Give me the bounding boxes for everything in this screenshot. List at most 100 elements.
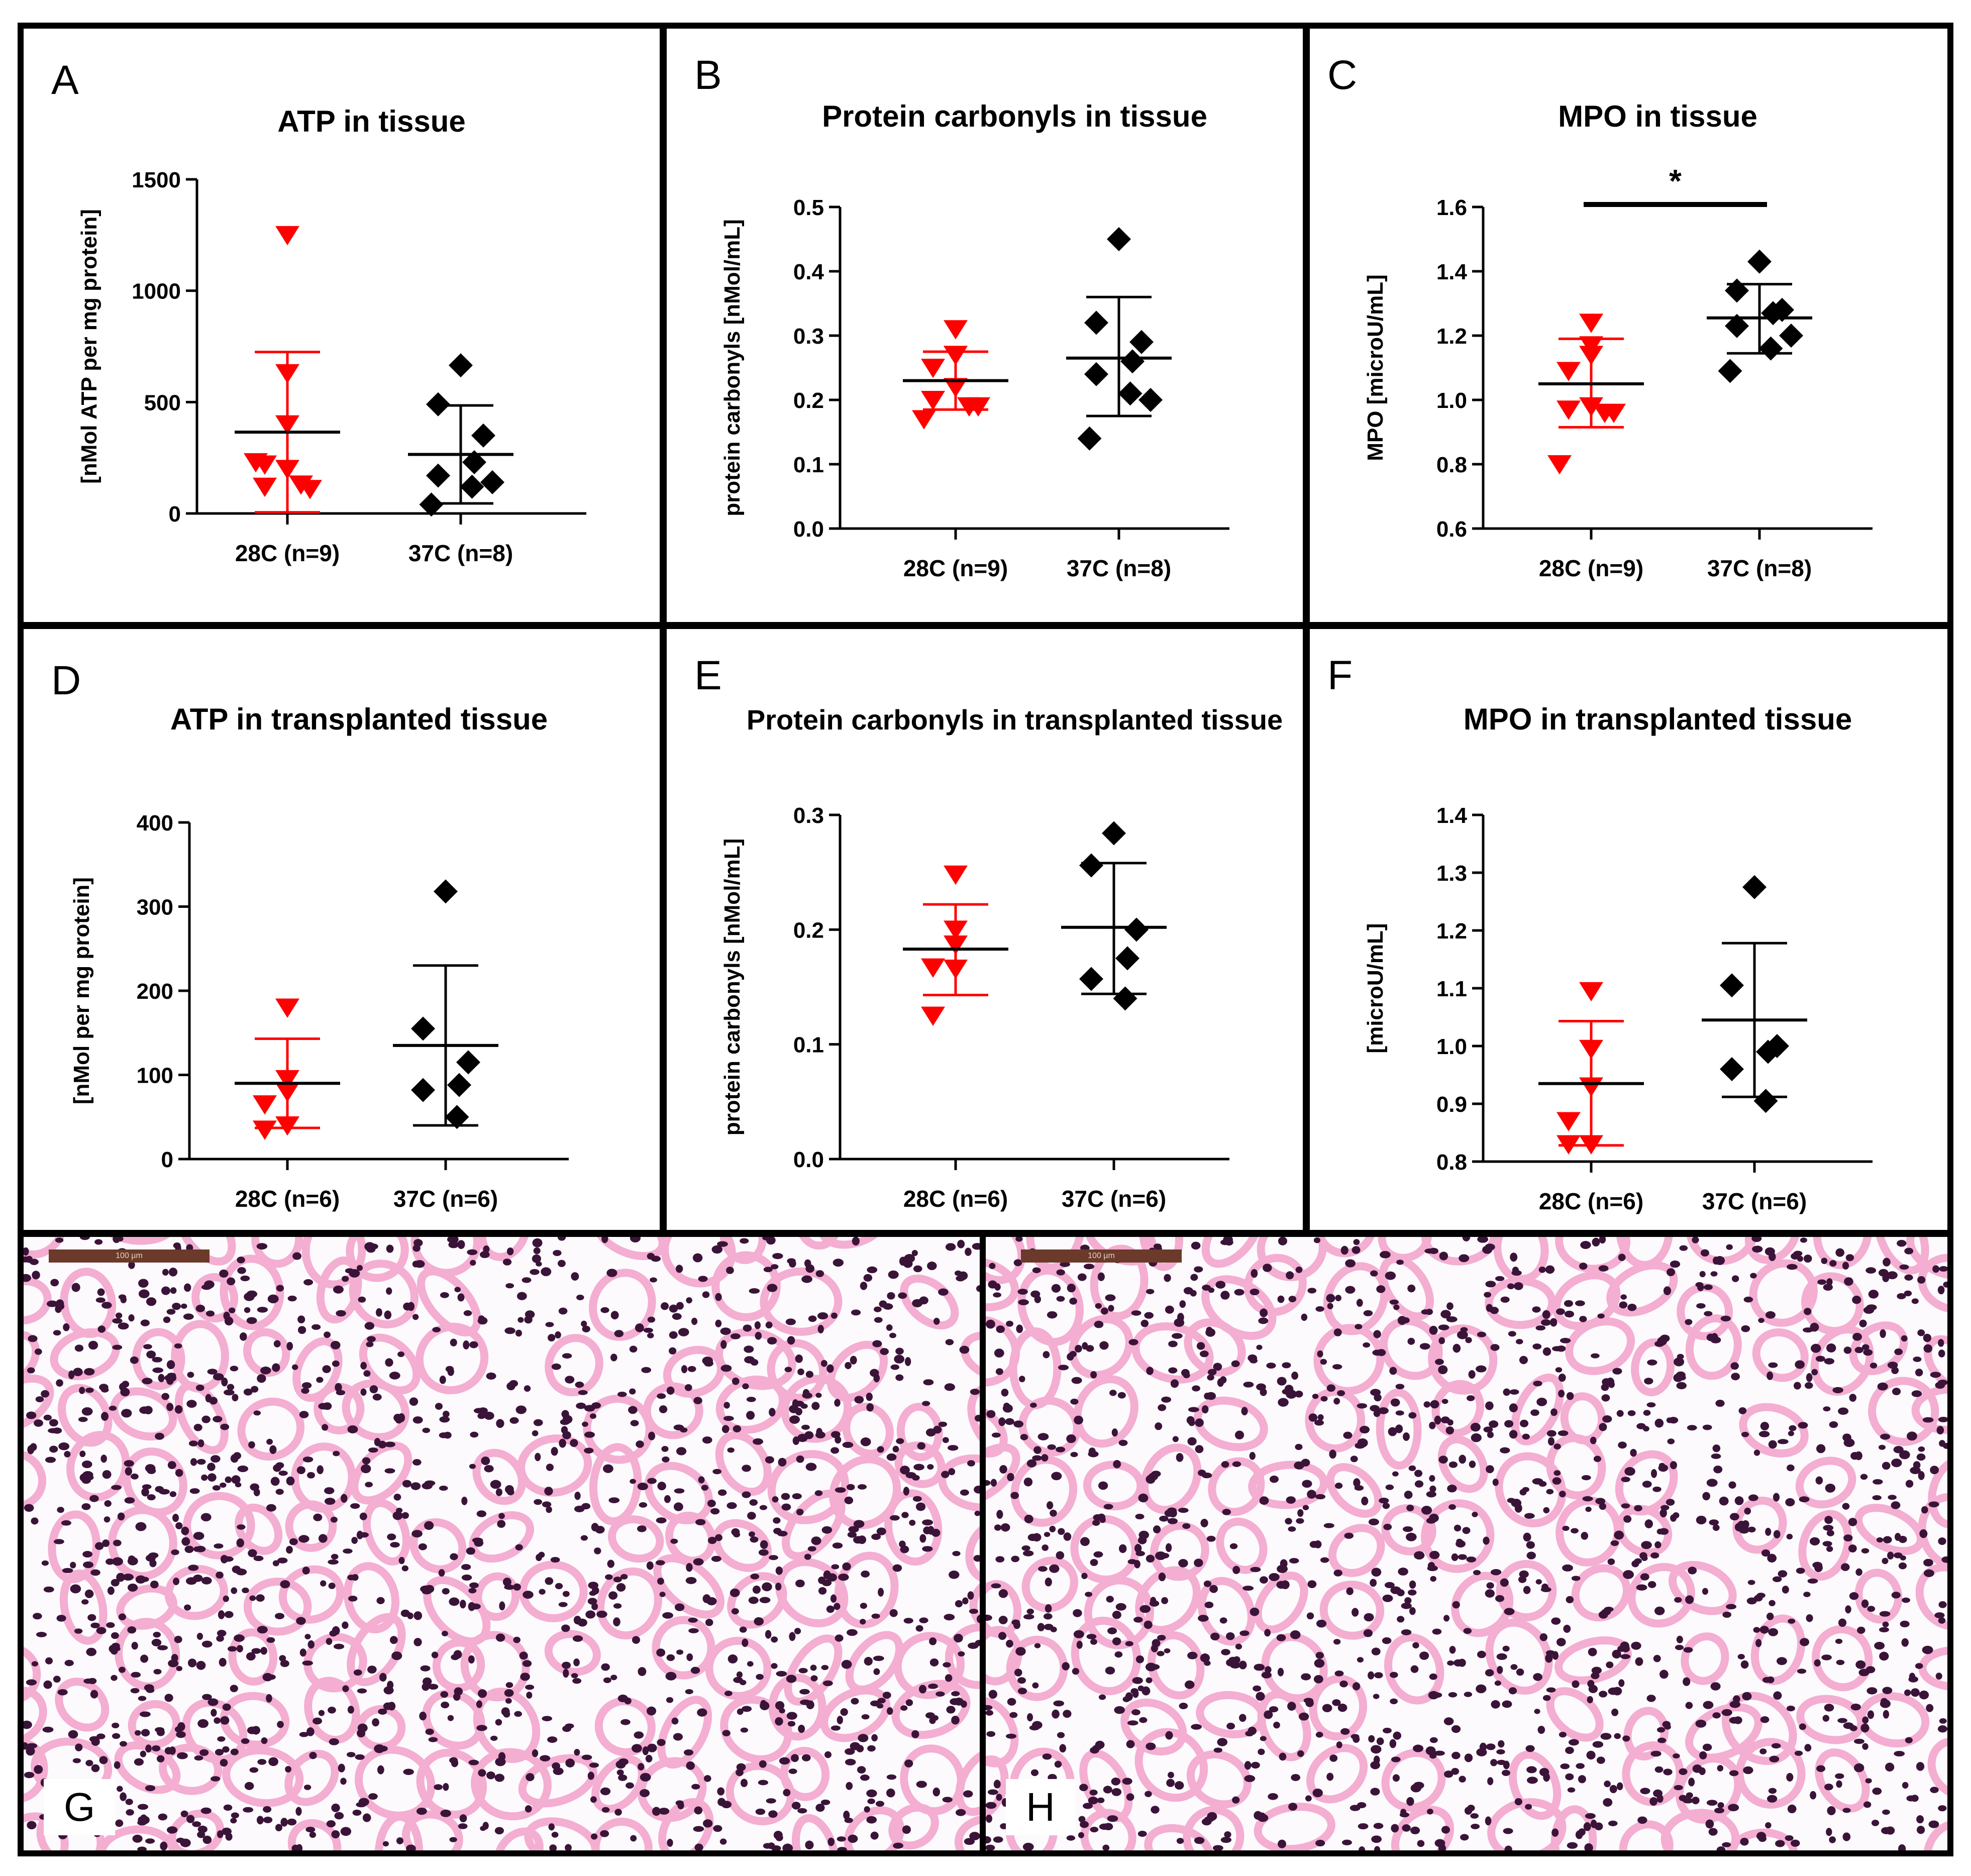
alveolus-wall — [583, 1394, 654, 1464]
nucleus — [1195, 1418, 1204, 1427]
nucleus — [873, 1655, 884, 1661]
nucleus — [647, 1332, 654, 1338]
nucleus — [1429, 1550, 1440, 1559]
nucleus — [124, 1497, 135, 1504]
alveolus-wall — [591, 1755, 646, 1813]
nucleus — [1295, 1390, 1303, 1398]
nucleus — [352, 1809, 362, 1816]
nucleus — [24, 1504, 34, 1512]
nucleus — [1551, 1828, 1559, 1837]
nucleus — [938, 1421, 948, 1427]
nucleus — [1550, 1408, 1558, 1416]
nucleus — [1158, 1404, 1167, 1411]
nucleus — [109, 1405, 117, 1411]
nucleus — [1326, 1384, 1335, 1392]
nucleus — [578, 1390, 588, 1395]
y-tick-label: 1.3 — [1436, 861, 1467, 886]
nucleus — [688, 1617, 698, 1623]
nucleus — [1259, 1576, 1268, 1584]
nucleus — [1608, 1687, 1619, 1695]
nucleus — [176, 1731, 186, 1738]
nucleus — [1191, 1241, 1201, 1250]
nucleus — [469, 1464, 476, 1469]
nucleus — [723, 1416, 734, 1421]
nucleus — [1585, 1813, 1596, 1819]
nucleus — [1051, 1284, 1061, 1293]
nucleus — [925, 1712, 935, 1719]
nucleus — [1038, 1433, 1049, 1440]
nucleus — [526, 1773, 535, 1782]
nucleus — [351, 1536, 358, 1544]
nucleus — [1738, 1407, 1747, 1414]
nucleus — [348, 1596, 358, 1602]
nucleus — [1773, 1691, 1782, 1700]
nucleus — [1902, 1597, 1911, 1603]
alveolus-wall — [1616, 1505, 1673, 1557]
nucleus — [1836, 1780, 1842, 1788]
nucleus — [1878, 1444, 1886, 1450]
data-point — [1758, 336, 1783, 361]
nucleus — [820, 1360, 827, 1367]
nucleus — [1441, 1399, 1448, 1404]
nucleus — [58, 1442, 70, 1450]
nucleus — [1076, 1640, 1083, 1649]
nucleus — [1702, 1743, 1712, 1751]
nucleus — [773, 1527, 782, 1534]
nucleus — [1646, 1695, 1656, 1702]
nucleus — [525, 1310, 535, 1319]
nucleus — [878, 1588, 884, 1597]
nucleus — [440, 1292, 449, 1298]
nucleus — [33, 1613, 42, 1620]
nucleus — [1519, 1419, 1529, 1427]
nucleus — [922, 1546, 933, 1552]
nucleus — [950, 1698, 961, 1705]
nucleus — [515, 1405, 527, 1414]
nucleus — [1700, 1249, 1709, 1257]
nucleus — [1861, 1548, 1870, 1554]
nucleus — [782, 1843, 793, 1850]
nucleus — [842, 1441, 854, 1448]
nucleus — [1829, 1421, 1838, 1428]
nucleus — [128, 1261, 135, 1269]
panel-letter: A — [51, 57, 79, 103]
nucleus — [1683, 1798, 1694, 1804]
nucleus — [197, 1439, 204, 1447]
nucleus — [572, 1678, 582, 1684]
series-group-2 — [408, 353, 513, 517]
nucleus — [765, 1456, 774, 1464]
nucleus — [1566, 1596, 1574, 1604]
nucleus — [1317, 1414, 1324, 1421]
nucleus — [1340, 1728, 1350, 1735]
nucleus — [522, 1277, 532, 1283]
nucleus — [1332, 1699, 1341, 1706]
nucleus — [1407, 1284, 1416, 1293]
nucleus — [1758, 1835, 1767, 1842]
alveolus-wall — [349, 1260, 419, 1329]
nucleus — [808, 1315, 817, 1322]
nucleus — [486, 1771, 495, 1780]
nucleus — [1785, 1835, 1794, 1841]
nucleus — [1132, 1677, 1143, 1684]
nucleus — [460, 1600, 466, 1609]
nucleus — [1609, 1785, 1617, 1794]
data-point — [1602, 403, 1626, 423]
nucleus — [168, 1268, 178, 1277]
nucleus — [230, 1366, 239, 1372]
nucleus — [590, 1796, 597, 1803]
nucleus — [1063, 1710, 1072, 1718]
nucleus — [331, 1803, 340, 1812]
nucleus — [834, 1399, 841, 1407]
nucleus — [1643, 1410, 1651, 1416]
nucleus — [522, 1660, 532, 1667]
alveolus-wall — [1070, 1515, 1139, 1584]
nucleus — [656, 1648, 666, 1657]
data-point — [1579, 314, 1603, 333]
nucleus — [1435, 1359, 1444, 1365]
nucleus — [1918, 1446, 1925, 1452]
nucleus — [278, 1471, 288, 1476]
nucleus — [1392, 1774, 1400, 1782]
nucleus — [826, 1605, 835, 1613]
nucleus — [1483, 1536, 1490, 1545]
nucleus — [451, 1237, 459, 1243]
nucleus — [270, 1477, 280, 1486]
